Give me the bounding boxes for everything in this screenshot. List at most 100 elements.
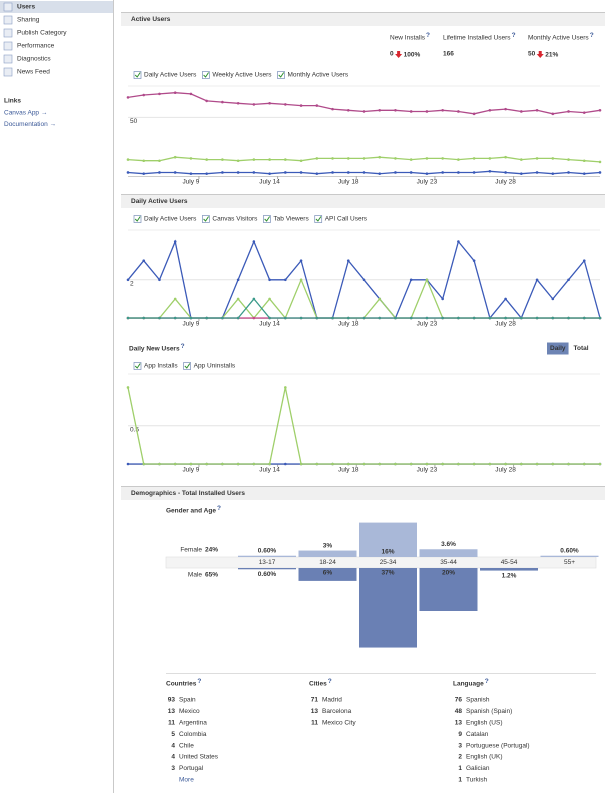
data-point [551,462,555,466]
data-point [189,462,193,466]
nav-item[interactable]: News Feed [17,69,50,76]
data-point [535,316,539,320]
legend-checkbox[interactable] [314,215,323,223]
legend-label[interactable]: Monthly Active Users [288,72,349,79]
age-bar [480,568,538,571]
data-point [598,160,602,164]
x-tick-label: July 23 [417,467,438,474]
data-point [441,316,444,320]
data-point [425,316,429,320]
toggle-option[interactable]: Total [574,345,589,352]
data-point [158,159,161,163]
help-icon[interactable]: ? [426,32,430,39]
data-point [346,157,350,160]
toggle-option[interactable]: Daily [550,345,566,352]
legend-checkbox[interactable] [133,71,142,79]
row-count: 13 [168,708,176,715]
data-point [582,172,586,175]
data-point [535,278,539,282]
help-icon[interactable]: ? [485,678,489,685]
data-point [268,316,271,320]
checkmark [203,216,209,222]
legend-checkbox[interactable] [133,215,142,223]
legend-label[interactable]: Weekly Active Users [212,72,272,79]
age-value-label: 37% [381,570,394,577]
data-point [504,155,507,159]
data-point [189,316,193,320]
data-point [598,316,602,320]
data-point [221,158,224,161]
data-point [409,316,413,320]
help-icon[interactable]: ? [197,678,201,685]
help-icon[interactable]: ? [181,343,185,350]
legend-label[interactable]: Tab Viewers [273,216,309,223]
x-tick-label: July 9 [182,467,199,474]
help-icon[interactable]: ? [590,32,594,39]
nav-item[interactable]: Sharing [17,17,40,24]
gender-total: 24% [205,547,218,554]
legend-checkbox[interactable] [263,215,271,223]
section-title: Daily Active Users [131,198,188,205]
data-point [158,171,161,174]
data-point [252,316,256,320]
data-point [126,316,130,320]
link[interactable]: Documentation → [4,121,56,128]
data-point [221,462,224,466]
legend-label[interactable]: Canvas Visitors [212,216,258,223]
data-point [268,158,271,161]
data-point [362,157,366,160]
row-name: Spanish [466,697,490,704]
row-name: Barcelona [322,708,352,715]
data-point [457,110,460,113]
data-point [284,171,287,174]
legend-checkbox[interactable] [133,362,142,370]
legend-checkbox[interactable] [277,71,285,79]
link[interactable]: Canvas App → [4,110,47,117]
more-link[interactable]: More [179,777,194,784]
data-point [551,316,555,320]
age-bar [238,555,296,557]
legend-label[interactable]: API Call Users [325,216,368,223]
data-point [472,259,476,262]
legend-checkbox[interactable] [202,215,210,223]
help-icon[interactable]: ? [512,32,516,39]
help-icon[interactable]: ? [328,678,332,685]
help-icon[interactable]: ? [217,505,221,512]
x-tick-label: July 18 [338,179,359,186]
data-point [346,108,350,112]
row-name: Madrid [322,697,342,704]
data-point [158,92,161,96]
legend-label[interactable]: App Uninstalls [194,363,236,370]
nav-item[interactable]: Diagnostics [17,56,51,63]
data-point [488,157,492,160]
legend-label[interactable]: App Installs [144,363,178,370]
checkmark [278,72,285,78]
row-count: 11 [168,720,175,727]
data-point [126,462,130,466]
age-label: 18-24 [319,559,336,566]
data-point [441,108,444,112]
data-point [284,386,287,389]
data-point [236,297,240,301]
legend-checkbox[interactable] [202,71,210,79]
data-point [425,462,429,466]
nav-item[interactable]: Users [17,4,35,11]
data-point [284,158,287,161]
stat-value: 0 [390,51,394,58]
data-point [126,96,130,99]
row-name: English (US) [466,720,502,727]
legend-checkbox[interactable] [183,362,191,370]
age-value-label: 3.6% [441,541,456,548]
data-point [457,240,460,243]
legend-label[interactable]: Daily Active Users [144,216,197,223]
data-point [284,278,287,282]
legend-label[interactable]: Daily Active Users [144,72,197,79]
age-label: 25-34 [380,559,397,566]
data-point [236,316,240,320]
nav-item[interactable]: Publish Category [17,30,67,37]
data-point [189,157,193,160]
data-point [504,107,507,111]
nav-item[interactable]: Performance [17,43,55,50]
data-point [598,171,602,174]
data-point [252,462,256,466]
